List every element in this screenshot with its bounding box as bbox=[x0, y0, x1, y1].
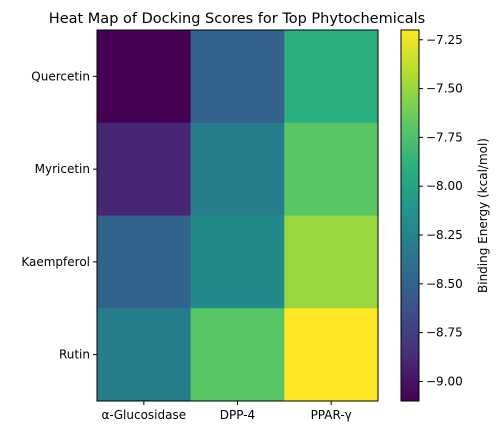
row-tick-labels: Quercetin Myricetin Kaempferol Rutin bbox=[21, 69, 97, 362]
colorbar-tick-label: −9.00 bbox=[426, 374, 463, 388]
heatmap-cell bbox=[190, 215, 285, 309]
column-tick-label: DPP-4 bbox=[220, 408, 255, 422]
row-tick-label: Myricetin bbox=[35, 162, 90, 176]
colorbar-tick-label: −8.00 bbox=[426, 179, 463, 193]
heatmap-cell bbox=[97, 122, 192, 216]
chart-title: Heat Map of Docking Scores for Top Phyto… bbox=[49, 11, 425, 27]
row-tick-label: Rutin bbox=[59, 348, 90, 362]
colorbar-label: Binding Energy (kcal/mol) bbox=[476, 138, 490, 293]
colorbar bbox=[400, 29, 420, 402]
heatmap-cell bbox=[97, 308, 192, 402]
heatmap-cell bbox=[284, 215, 379, 309]
heatmap-cell bbox=[190, 30, 285, 124]
heatmap-cell bbox=[97, 30, 192, 124]
heatmap-cells bbox=[97, 30, 379, 402]
heatmap-cell bbox=[190, 122, 285, 216]
colorbar-ticks: −7.25 −7.50 −7.75 −8.00 −8.25 −8.50 −8.75 −9.00 bbox=[419, 33, 463, 388]
heatmap-cell bbox=[97, 215, 192, 309]
heatmap-cell bbox=[284, 122, 379, 216]
heatmap-cell bbox=[284, 30, 379, 124]
column-tick-label: PPAR-γ bbox=[311, 408, 352, 422]
heatmap-cell bbox=[284, 308, 379, 402]
column-tick-labels: α-Glucosidase DPP-4 PPAR-γ bbox=[102, 401, 352, 422]
colorbar-tick-label: −8.25 bbox=[426, 228, 463, 242]
colorbar-tick-label: −7.25 bbox=[426, 33, 463, 47]
colorbar-tick-label: −7.75 bbox=[426, 130, 463, 144]
row-tick-label: Quercetin bbox=[31, 69, 90, 83]
column-tick-label: α-Glucosidase bbox=[102, 408, 187, 422]
colorbar-tick-label: −8.50 bbox=[426, 277, 463, 291]
colorbar-tick-label: −7.50 bbox=[426, 82, 463, 96]
colorbar-tick-label: −8.75 bbox=[426, 326, 463, 340]
heatmap-cell bbox=[190, 308, 285, 402]
row-tick-label: Kaempferol bbox=[21, 255, 90, 269]
